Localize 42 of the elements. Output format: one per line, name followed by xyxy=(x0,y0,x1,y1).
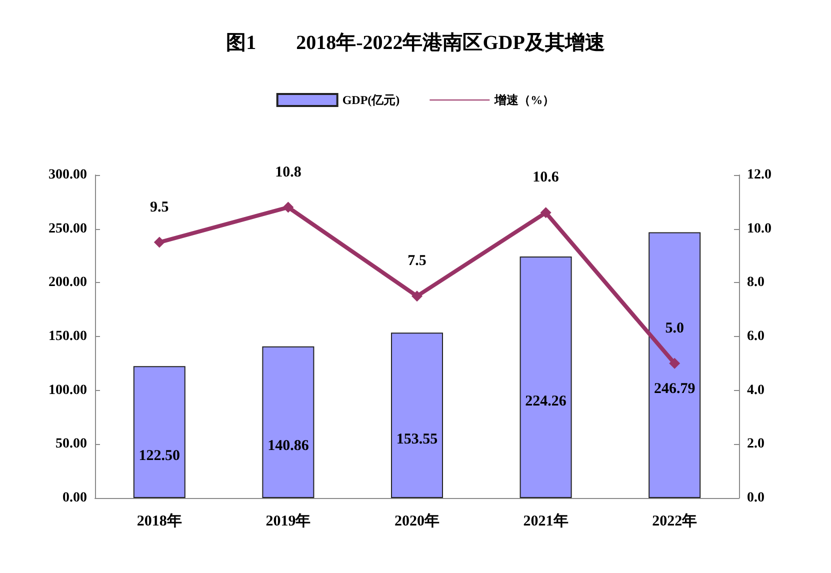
y2-tick-label: 12.0 xyxy=(747,168,772,182)
legend-label: GDP(亿元) xyxy=(342,93,400,107)
data-label: 7.5 xyxy=(408,253,426,270)
y-tick-label: 0.00 xyxy=(62,490,87,506)
y2-tick-label: 8.0 xyxy=(747,275,764,290)
x-tick-label: 2020年 xyxy=(394,512,440,530)
data-label: 9.5 xyxy=(150,199,169,216)
data-label: 10.8 xyxy=(275,164,302,180)
y2-tick-label: 10.0 xyxy=(747,221,772,236)
point xyxy=(154,236,165,248)
point xyxy=(282,202,294,213)
y2-tick-label: 0.0 xyxy=(747,490,764,506)
bar xyxy=(648,232,701,498)
data-label: 153.55 xyxy=(396,431,438,448)
data-label: 224.26 xyxy=(525,393,567,410)
point xyxy=(540,207,552,218)
data-label: 10.6 xyxy=(532,170,560,186)
y-tick-label: 150.00 xyxy=(48,329,87,344)
legend-label: 增速（%） xyxy=(494,93,555,107)
y2-tick-label: 4.0 xyxy=(747,382,764,398)
x-tick-label: 2019年 xyxy=(266,512,311,530)
data-label: 246.79 xyxy=(654,381,696,398)
point xyxy=(412,290,422,302)
y-tick-label: 250.00 xyxy=(48,221,87,236)
y-tick-label: 100.00 xyxy=(48,382,87,398)
y-tick-label: 50.00 xyxy=(56,436,87,452)
x-tick-label: 2021年 xyxy=(523,512,568,530)
bar xyxy=(391,332,443,498)
data-label: 140.86 xyxy=(268,438,310,454)
y-tick-label: 200.00 xyxy=(48,275,87,290)
data-label: 122.50 xyxy=(138,448,180,464)
bar xyxy=(262,346,314,498)
x-tick-label: 2018年 xyxy=(136,512,182,530)
y-tick-label: 300.00 xyxy=(48,168,87,182)
y2-tick-label: 2.0 xyxy=(747,436,764,452)
bar xyxy=(520,256,572,498)
point xyxy=(669,358,680,369)
data-label: 5.0 xyxy=(665,320,684,336)
bar xyxy=(133,366,186,498)
chart-title: 图1 2018年-2022年港南区GDP及其增速 xyxy=(226,32,605,54)
x-tick-label: 2022年 xyxy=(652,512,698,530)
y2-tick-label: 6.0 xyxy=(747,329,764,344)
